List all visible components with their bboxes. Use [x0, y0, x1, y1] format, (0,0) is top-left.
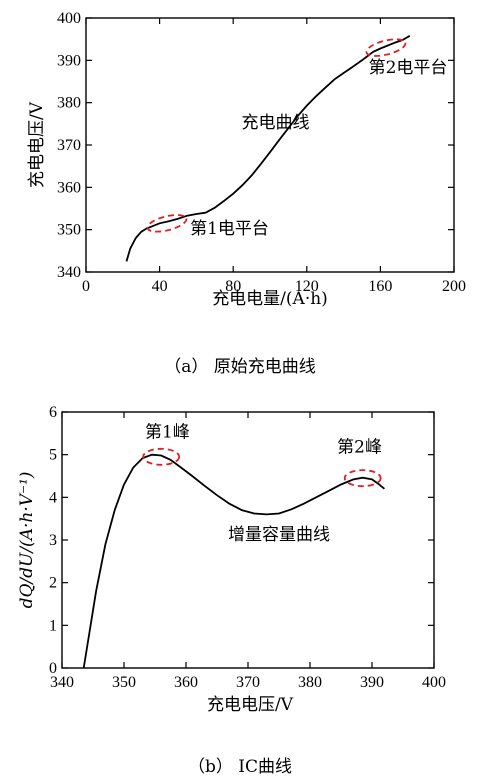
- chart-a-annotation: 充电曲线: [242, 113, 310, 133]
- chart-b-highlights: [142, 447, 382, 488]
- chart-b-xtick-label: 350: [112, 674, 136, 691]
- chart-b-caption: （b） IC曲线: [188, 757, 292, 777]
- chart-a-xtick-label: 200: [442, 278, 466, 295]
- chart-a-xtick-label: 40: [152, 278, 168, 295]
- chart-a: 0 40 80 120 160 200 340 350 360 370 380 390 400 充电曲线…: [27, 10, 466, 377]
- chart-b-annotation: 第2峰: [337, 438, 382, 458]
- chart-a-highlight-ellipse: [146, 214, 188, 233]
- chart-a-ytick-label: 400: [57, 10, 81, 27]
- chart-b-xlabel: 充电电压/V: [207, 695, 294, 715]
- chart-b-annotation: 增量容量曲线: [228, 525, 330, 545]
- chart-a-xtick-label: 80: [225, 278, 241, 295]
- chart-a-xtick-label: 0: [82, 278, 90, 295]
- chart-b-ytick-label: 0: [49, 660, 57, 677]
- chart-a-ytick-label: 350: [57, 222, 81, 239]
- chart-a-ytick-label: 360: [57, 179, 81, 196]
- chart-b-ytick-label: 3: [49, 532, 57, 549]
- chart-b-xtick-label: 400: [422, 674, 446, 691]
- chart-b-ytick-label: 5: [49, 447, 57, 464]
- chart-a-ylabel: 充电电压/V: [27, 101, 47, 188]
- chart-b-ylabel: dQ/dU/(A·h·V⁻¹): [17, 472, 37, 609]
- chart-b-xtick-label: 390: [360, 674, 384, 691]
- chart-b-xtick-label: 340: [50, 674, 74, 691]
- chart-a-annotation: 第1电平台: [190, 219, 269, 239]
- chart-b-highlight-ellipse: [343, 469, 382, 488]
- chart-a-ytick-label: 390: [57, 52, 81, 69]
- chart-b-xtick-label: 380: [298, 674, 322, 691]
- chart-a-caption: （a） 原始充电曲线: [164, 357, 316, 377]
- chart-a-xtick-label: 120: [295, 278, 319, 295]
- chart-a-ticks: 0 40 80 120 160 200 340 350 360 370 380 390 400: [57, 10, 466, 295]
- chart-a-ytick-label: 380: [57, 95, 81, 112]
- chart-b-xtick-label: 370: [236, 674, 260, 691]
- chart-a-xlabel: 充电电量/(A·h): [212, 289, 328, 309]
- chart-a-highlight-ellipse: [365, 38, 407, 57]
- chart-b-ytick-label: 1: [49, 617, 57, 634]
- chart-a-xtick-label: 160: [368, 278, 392, 295]
- chart-b-ticks: 340 350 360 370 380 390 400 0 1 2 3 4 5 6: [49, 404, 446, 691]
- chart-b-ytick-label: 4: [49, 489, 57, 506]
- chart-b-annotation: 第1峰: [145, 423, 190, 443]
- chart-a-annotation: 第2电平台: [369, 58, 448, 78]
- chart-a-ytick-label: 370: [57, 137, 81, 154]
- chart-a-highlights: [146, 38, 407, 233]
- chart-b: 340 350 360 370 380 390 400 0 1 2 3 4 5 6 第1峰第2峰增量容量曲…: [17, 404, 446, 777]
- chart-b-ic-curve: [82, 453, 385, 669]
- chart-a-ytick-label: 340: [57, 264, 81, 281]
- chart-b-highlight-ellipse: [142, 447, 181, 466]
- chart-b-ytick-label: 6: [49, 404, 57, 421]
- chart-a-frame: [85, 17, 455, 273]
- chart-b-xtick-label: 360: [174, 674, 198, 691]
- chart-b-ytick-label: 2: [49, 575, 57, 592]
